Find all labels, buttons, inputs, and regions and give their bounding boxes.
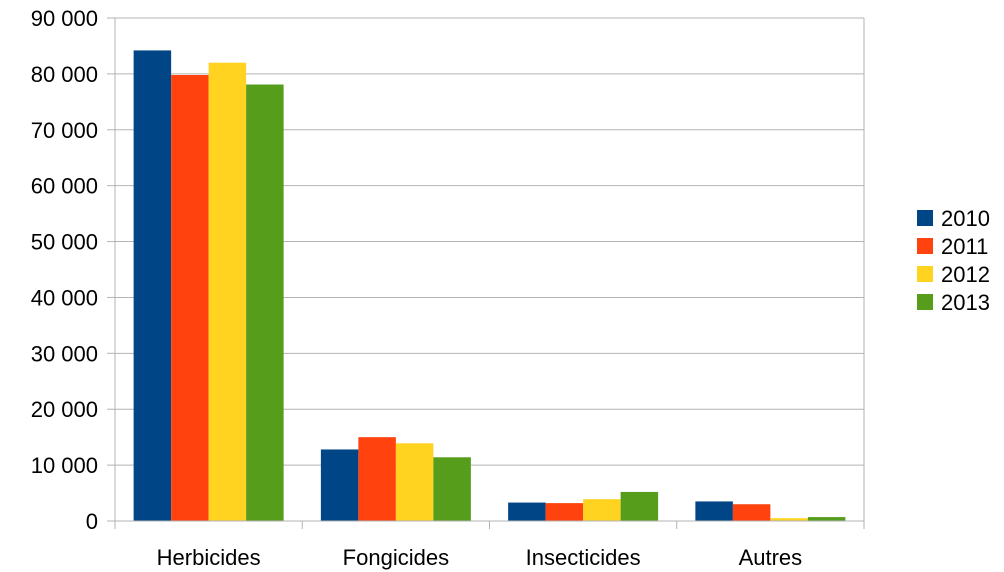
y-tick-label: 90 000 [31,6,98,31]
legend-swatch [917,238,933,254]
x-tick-label: Autres [739,545,803,570]
bar [133,50,172,521]
y-tick-label: 10 000 [31,453,98,478]
x-tick-label: Herbicides [157,545,261,570]
legend-label: 2011 [941,234,988,259]
legend-label: 2013 [941,290,990,315]
bar [807,517,846,521]
legend: 2010 2011 2012 2013 [917,206,990,315]
y-tick-label: 30 000 [31,341,98,366]
legend-label: 2012 [941,262,990,287]
y-tick-label: 70 000 [31,118,98,143]
bar [358,437,396,521]
legend-swatch [917,210,933,226]
bar [395,443,434,521]
y-tick-label: 80 000 [31,62,98,87]
axes [107,17,865,529]
bar [545,503,584,521]
legend-swatch [917,294,933,310]
bar [695,501,733,521]
bar [208,62,247,521]
bar [508,502,546,521]
bar [246,84,284,521]
bar [732,504,771,521]
y-tick-label: 60 000 [31,174,98,199]
y-tick-label: 50 000 [31,230,98,255]
x-axis-ticks: Herbicides Fongicides Insecticides Autres [157,545,803,570]
x-tick-label: Fongicides [343,545,449,570]
bar [620,491,659,521]
legend-swatch [917,266,933,282]
y-tick-label: 40 000 [31,285,98,310]
bar [583,499,621,521]
bar [433,457,471,521]
bar [770,518,808,521]
y-tick-label: 0 [86,509,98,534]
legend-label: 2010 [941,206,990,231]
y-tick-label: 20 000 [31,397,98,422]
bar [171,75,209,522]
bars [133,50,846,522]
bar [320,449,359,521]
x-tick-label: Insecticides [526,545,641,570]
y-axis-ticks: 0 10 000 20 000 30 000 40 000 50 000 60 000 70 … [31,6,98,534]
